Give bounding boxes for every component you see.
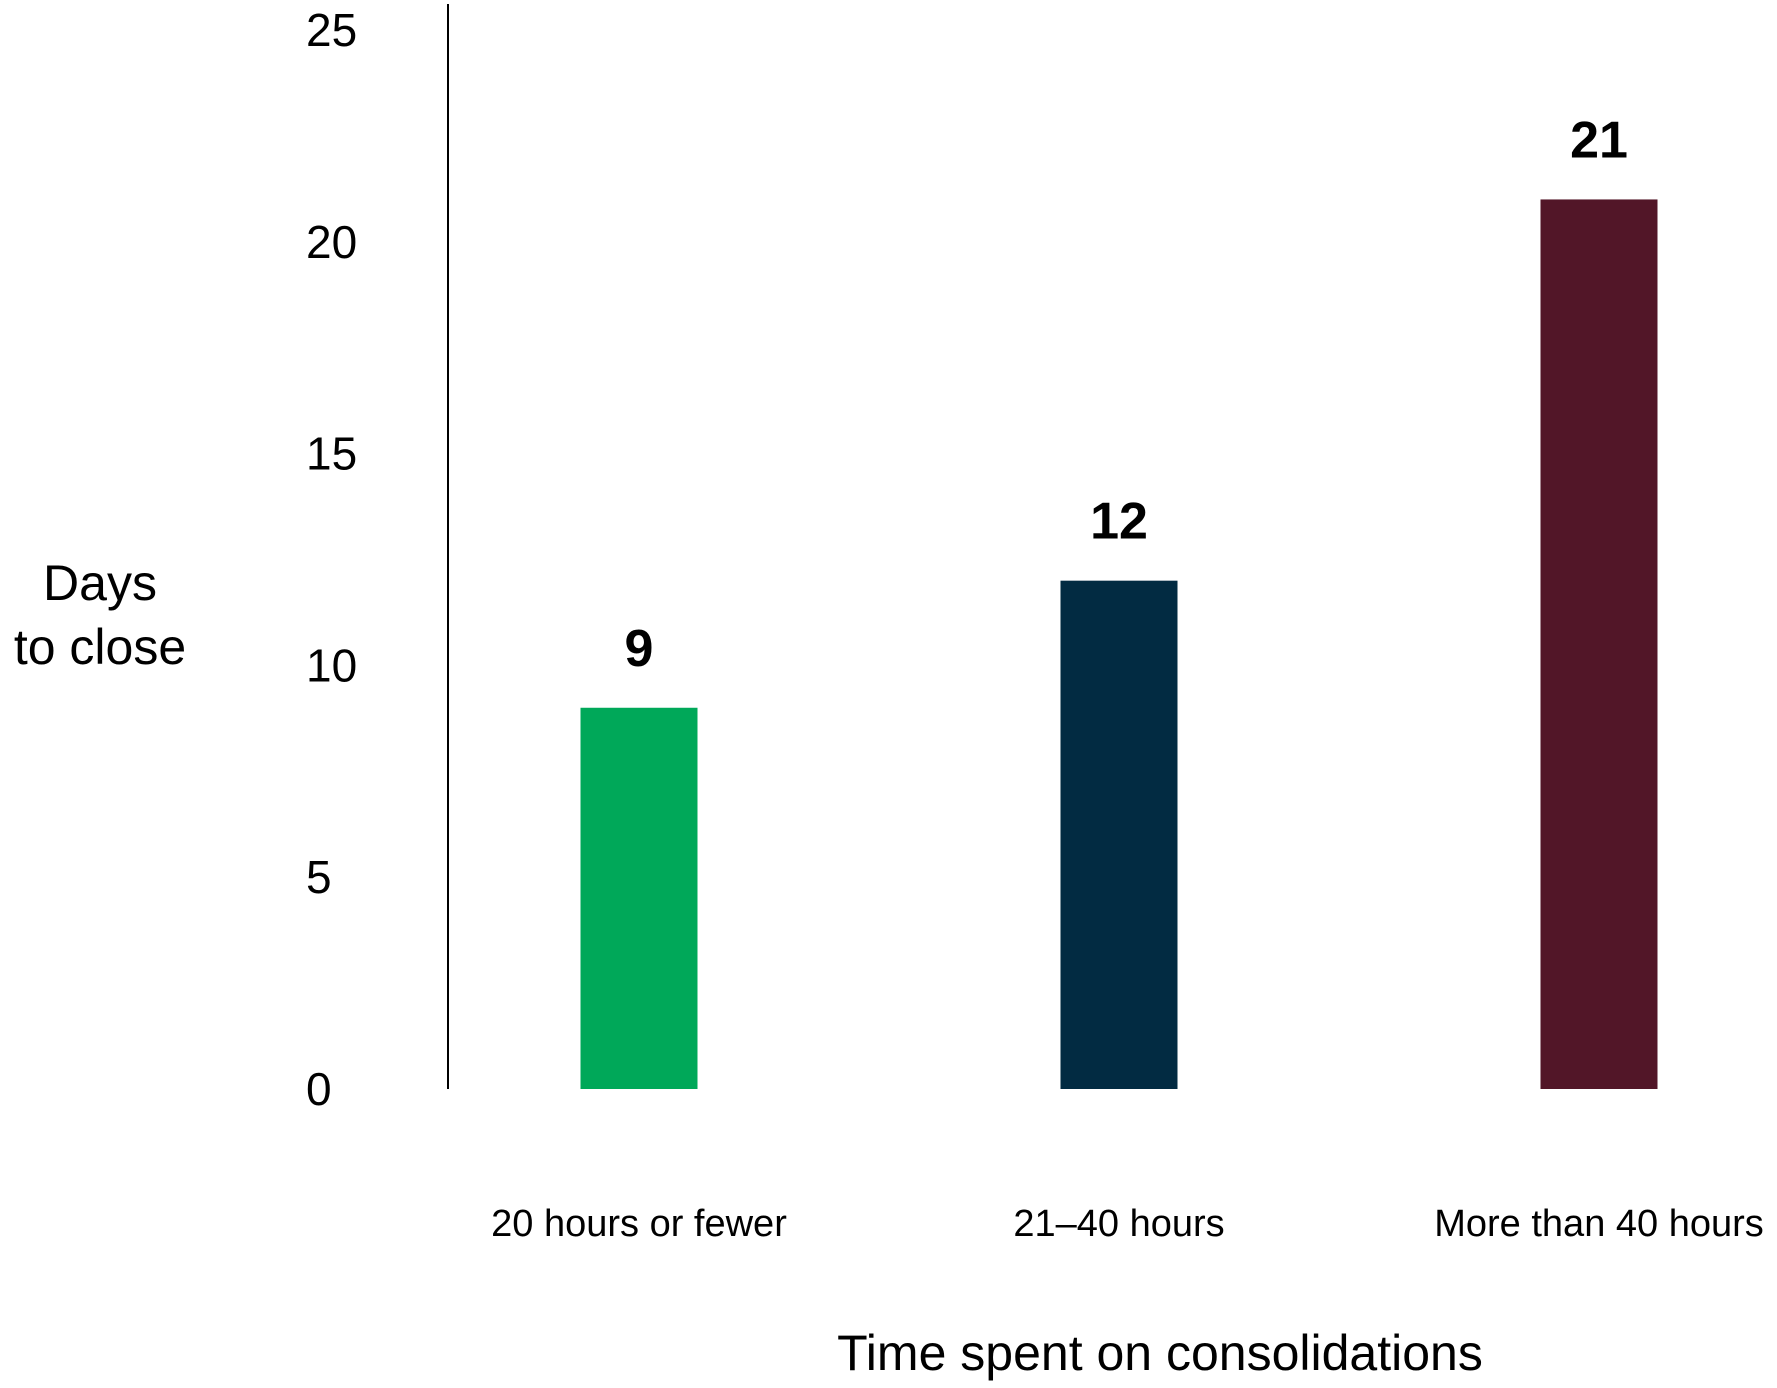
x-category-label: 21–40 hours [1013,1203,1224,1245]
y-tick-label: 20 [306,216,357,268]
data-labels: 9 12 21 [625,111,1628,677]
x-axis-title: Time spent on consolidations [837,1325,1483,1381]
x-axis-category-labels: 20 hours or fewer 21–40 hours More than 40… [491,1203,1764,1245]
bar-value-label: 21 [1570,111,1628,169]
x-category-label: More than 40 hours [1434,1203,1764,1245]
bar-value-label: 12 [1090,493,1148,551]
y-axis-title-line-1: Days [43,555,157,611]
y-tick-label: 5 [306,851,332,903]
bars [580,199,1658,1089]
y-tick-label: 10 [306,639,357,691]
y-tick-label: 25 [306,4,357,56]
bar [1540,199,1658,1089]
bar [1060,580,1178,1089]
bar-value-label: 9 [625,620,654,678]
y-tick-label: 0 [306,1063,332,1115]
y-tick-label: 15 [306,428,357,480]
y-axis-title-line-2: to close [14,619,186,675]
y-axis-ticks: 0 5 10 15 20 25 [306,4,357,1115]
bar [580,707,698,1089]
x-category-label: 20 hours or fewer [491,1203,787,1245]
